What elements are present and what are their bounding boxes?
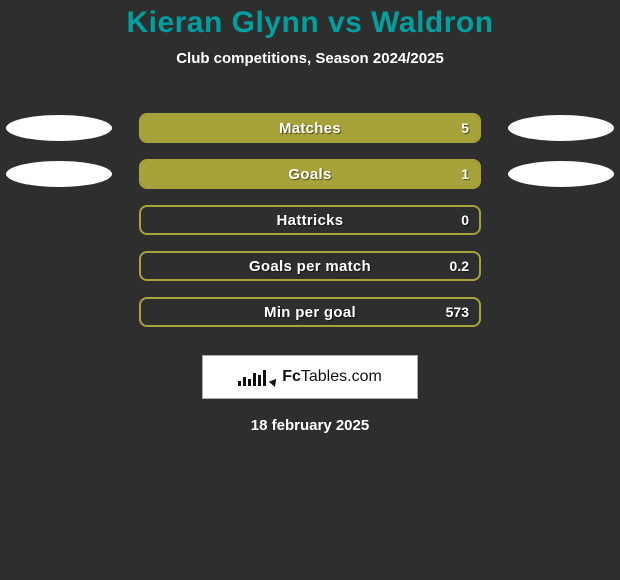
stat-label: Hattricks xyxy=(141,207,479,233)
logo-text: FcTables.com xyxy=(282,368,382,386)
stat-bar: Goals per match0.2 xyxy=(139,251,481,281)
logo-box[interactable]: FcTables.com xyxy=(202,355,418,399)
stat-label: Matches xyxy=(141,115,479,141)
stat-bar: Goals1 xyxy=(139,159,481,189)
player-left-marker xyxy=(6,115,112,141)
player-right-marker xyxy=(508,115,614,141)
player-right-marker xyxy=(508,161,614,187)
stat-row: Hattricks0 xyxy=(0,197,620,243)
stat-value: 1 xyxy=(461,161,469,187)
stat-value: 5 xyxy=(461,115,469,141)
page-subtitle: Club competitions, Season 2024/2025 xyxy=(0,50,620,67)
player-left-marker xyxy=(6,161,112,187)
stat-row: Goals1 xyxy=(0,151,620,197)
stat-bar: Min per goal573 xyxy=(139,297,481,327)
stat-bar: Hattricks0 xyxy=(139,205,481,235)
stat-value: 573 xyxy=(446,299,469,325)
stat-row: Min per goal573 xyxy=(0,289,620,335)
stat-row: Matches5 xyxy=(0,105,620,151)
stat-value: 0 xyxy=(461,207,469,233)
page-title: Kieran Glynn vs Waldron xyxy=(0,6,620,40)
barchart-icon xyxy=(238,368,276,386)
stat-value: 0.2 xyxy=(450,253,469,279)
stat-label: Min per goal xyxy=(141,299,479,325)
date-label: 18 february 2025 xyxy=(0,417,620,434)
stat-rows: Matches5Goals1Hattricks0Goals per match0… xyxy=(0,105,620,335)
stat-label: Goals per match xyxy=(141,253,479,279)
stat-bar: Matches5 xyxy=(139,113,481,143)
stat-row: Goals per match0.2 xyxy=(0,243,620,289)
comparison-widget: Kieran Glynn vs Waldron Club competition… xyxy=(0,0,620,434)
stat-label: Goals xyxy=(141,161,479,187)
